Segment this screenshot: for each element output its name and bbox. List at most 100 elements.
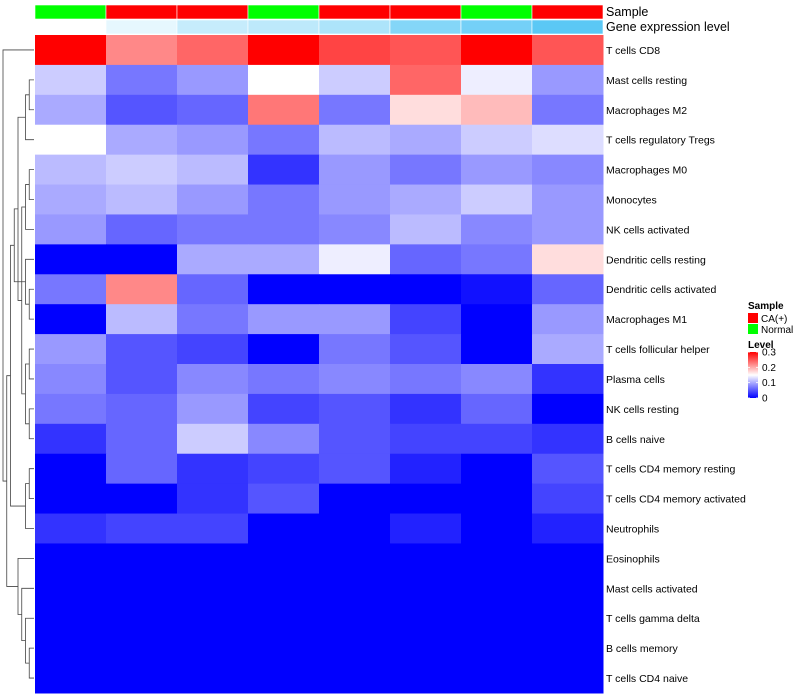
heatmap-cell <box>248 543 320 574</box>
heatmap-cell <box>106 334 178 365</box>
heatmap-cell <box>35 334 107 365</box>
row-label: Eosinophils <box>606 553 660 565</box>
heatmap-cell <box>390 663 462 694</box>
heatmap-cell <box>106 453 178 485</box>
heatmap-cell <box>177 483 249 515</box>
heatmap-cell <box>177 633 249 664</box>
heatmap-cell <box>35 35 107 66</box>
heatmap-cell <box>461 154 533 186</box>
row-label: NK cells activated <box>606 224 690 236</box>
expression-track-cell <box>176 19 249 35</box>
heatmap-cell <box>248 423 320 455</box>
heatmap-cell <box>461 244 533 275</box>
heatmap-cell <box>319 184 391 215</box>
heatmap-cell <box>532 244 604 275</box>
heatmap-cell <box>106 573 178 604</box>
heatmap-cell <box>461 573 533 604</box>
heatmap-cell <box>319 334 391 365</box>
dendrogram-branch <box>25 617 34 664</box>
heatmap-cell <box>35 663 107 694</box>
heatmap-cell <box>461 35 533 66</box>
heatmap-cell <box>35 453 107 485</box>
heatmap-cell <box>390 124 462 156</box>
heatmap-cell <box>390 274 462 305</box>
expression-track-cell <box>105 19 178 35</box>
heatmap-cell <box>177 154 249 186</box>
row-label: Macrophages M0 <box>606 165 687 177</box>
heatmap-cell <box>35 364 107 395</box>
heatmap-cell <box>319 124 391 156</box>
dendrogram-branch <box>21 587 34 642</box>
sample-track-label: Sample <box>606 5 648 19</box>
dendrogram-branch <box>28 408 34 440</box>
expression-track-label: Gene expression level <box>606 20 730 34</box>
heatmap-cell <box>461 124 533 156</box>
row-label: Dendritic cells resting <box>606 254 706 266</box>
heatmap-cell <box>177 603 249 634</box>
heatmap-cell <box>390 334 462 365</box>
dendrogram-branch <box>2 49 34 482</box>
heatmap-cell <box>35 603 107 634</box>
sample-track-cell <box>389 4 462 20</box>
heatmap-cell <box>177 124 249 156</box>
sample-track-cell <box>460 4 533 20</box>
heatmap-cell <box>461 214 533 245</box>
heatmap-cell <box>461 603 533 634</box>
heatmap-cell <box>532 214 604 245</box>
heatmap-cell <box>248 334 320 365</box>
heatmap-cell <box>532 633 604 664</box>
heatmap-cell <box>319 423 391 455</box>
dendrogram-branch <box>25 483 34 529</box>
expression-track-cell <box>531 19 604 35</box>
heatmap-cell <box>390 573 462 604</box>
dendrogram-branch <box>25 184 34 230</box>
heatmap-cell <box>177 393 249 425</box>
expression-track-cell <box>389 19 462 35</box>
heatmap-cell <box>248 663 320 694</box>
dendrogram-branch <box>6 375 18 587</box>
heatmap-cell <box>532 124 604 156</box>
heatmap-cell <box>248 603 320 634</box>
heatmap-cell <box>390 543 462 574</box>
heatmap-cell <box>390 94 462 126</box>
heatmap-cell <box>248 274 320 305</box>
heatmap-cell <box>319 573 391 604</box>
heatmap-cell <box>248 154 320 186</box>
sample-track-cell <box>318 4 391 20</box>
heatmap-cell <box>532 35 604 66</box>
heatmap-cell <box>248 244 320 275</box>
heatmap-cell <box>177 214 249 245</box>
heatmap-cell <box>177 453 249 485</box>
heatmap-cell <box>461 513 533 544</box>
heatmap-cell <box>319 154 391 186</box>
heatmap-cell <box>532 453 604 485</box>
heatmap-cell <box>461 483 533 515</box>
sample-legend-swatch <box>748 324 758 334</box>
heatmap-cell <box>461 64 533 96</box>
level-legend-tick-label: 0.2 <box>762 363 776 374</box>
heatmap-cell <box>532 603 604 634</box>
row-label: NK cells resting <box>606 404 679 416</box>
heatmap-cell <box>106 274 178 305</box>
dendrogram-branch <box>28 169 34 200</box>
heatmap-cell <box>319 244 391 275</box>
row-label: T cells CD4 memory resting <box>606 464 735 476</box>
dendrogram-branch <box>17 558 34 615</box>
heatmap-cell <box>35 633 107 664</box>
heatmap-cell <box>106 214 178 245</box>
heatmap-cell <box>177 573 249 604</box>
heatmap-cell <box>532 513 604 544</box>
heatmap-cell <box>319 543 391 574</box>
heatmap-cell <box>106 513 178 544</box>
level-legend-tick-label: 0.1 <box>762 378 776 389</box>
heatmap-cell <box>461 334 533 365</box>
heatmap-cell <box>106 94 178 126</box>
heatmap-cell <box>177 35 249 66</box>
heatmap-cell <box>177 94 249 126</box>
heatmap-cell <box>390 184 462 215</box>
sample-track-cell <box>105 4 178 20</box>
heatmap-cell <box>390 214 462 245</box>
